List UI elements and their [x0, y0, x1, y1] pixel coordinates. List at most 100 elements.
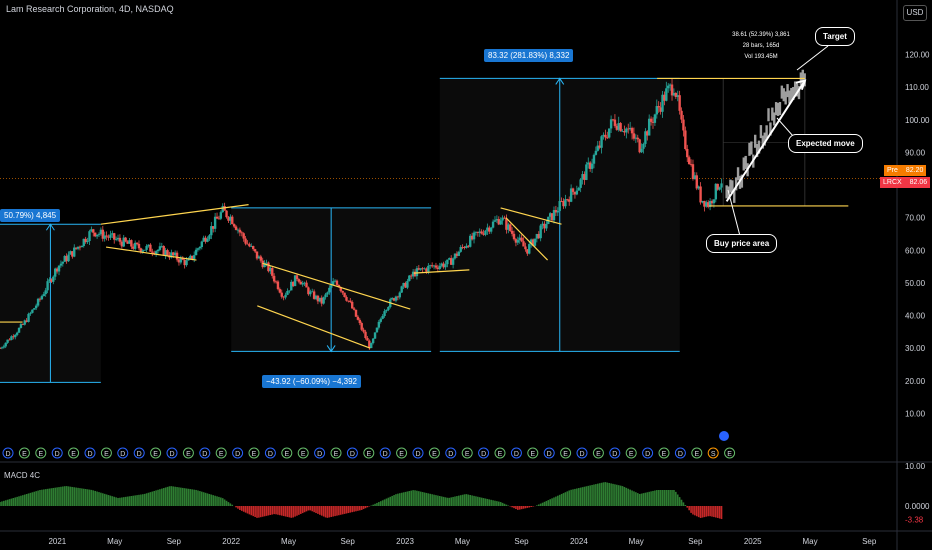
candle — [8, 339, 11, 341]
candle — [524, 246, 527, 250]
candle — [425, 268, 428, 272]
event-marker-label: D — [120, 451, 125, 458]
pattern-line — [262, 262, 411, 310]
candle — [179, 257, 183, 263]
event-marker-label: E — [465, 451, 470, 458]
candle — [156, 249, 160, 252]
candle — [328, 287, 331, 293]
event-marker — [84, 447, 96, 459]
candle — [305, 282, 308, 288]
candle — [46, 281, 49, 291]
event-marker-label: D — [612, 451, 617, 458]
candle — [404, 282, 407, 288]
event-marker — [642, 447, 654, 459]
event-marker-label: S — [711, 451, 716, 458]
projection-candle — [761, 135, 765, 149]
candle — [686, 148, 689, 158]
candle — [4, 342, 7, 347]
candle — [594, 150, 598, 155]
candle — [699, 186, 702, 203]
candle — [415, 268, 419, 277]
event-marker-label: E — [629, 451, 634, 458]
candle — [480, 231, 483, 234]
candle — [627, 128, 630, 130]
candle — [608, 128, 611, 138]
x-tick-label: Sep — [167, 537, 182, 546]
x-tick-label: May — [107, 537, 122, 546]
candle — [402, 282, 405, 287]
candle — [21, 324, 25, 325]
candle — [392, 298, 396, 301]
event-marker — [35, 447, 47, 459]
candle — [210, 226, 213, 236]
candle — [678, 95, 681, 111]
candle — [375, 327, 379, 333]
candle — [0, 348, 2, 349]
event-marker — [658, 447, 670, 459]
candle — [111, 233, 114, 235]
candle — [712, 199, 716, 204]
event-marker-label: E — [104, 451, 109, 458]
candle — [215, 216, 219, 219]
candle — [714, 183, 718, 200]
candle — [667, 85, 670, 89]
candle — [625, 128, 628, 133]
candle — [465, 245, 468, 248]
candle — [604, 134, 607, 138]
candle — [309, 291, 312, 295]
candle — [619, 123, 622, 132]
candle — [194, 249, 198, 256]
candle — [84, 238, 87, 243]
candle — [109, 234, 112, 238]
event-marker — [478, 447, 490, 459]
candle — [232, 224, 236, 227]
candle — [248, 244, 251, 247]
candle — [423, 268, 426, 270]
pattern-line — [505, 217, 549, 261]
candle — [160, 246, 164, 247]
candle — [413, 271, 417, 277]
currency-button[interactable]: USD — [903, 5, 927, 21]
candle — [670, 84, 674, 96]
event-marker-label: E — [38, 451, 43, 458]
candle — [716, 183, 719, 190]
candle — [200, 241, 203, 248]
candle — [206, 238, 209, 242]
event-marker — [346, 447, 358, 459]
candle — [80, 246, 84, 248]
candle — [419, 268, 422, 270]
stats-bars: 28 bars, 165d — [742, 43, 780, 49]
candle — [267, 262, 270, 272]
candle — [628, 127, 632, 130]
projection-candle — [790, 87, 793, 102]
candle — [164, 250, 167, 256]
candle — [352, 308, 356, 310]
candle — [6, 339, 9, 343]
event-marker — [68, 447, 80, 459]
candle — [552, 210, 556, 221]
event-marker-label: D — [547, 451, 552, 458]
projection-candle — [793, 81, 797, 95]
candle — [569, 188, 573, 202]
candle — [488, 227, 491, 232]
candle — [252, 246, 255, 250]
event-marker-label: D — [87, 451, 92, 458]
buy-pointer — [727, 189, 741, 237]
expected-move-callout: Expected move — [788, 134, 863, 153]
projection-candle — [774, 102, 778, 116]
projection-candle — [731, 180, 734, 194]
candle — [672, 92, 676, 96]
candle — [535, 233, 539, 239]
event-marker-label: D — [55, 451, 60, 458]
event-marker-label: D — [137, 451, 142, 458]
projection-candle — [771, 107, 774, 121]
candle — [113, 233, 116, 240]
event-marker — [297, 447, 309, 459]
candle — [695, 175, 698, 189]
candle — [99, 229, 103, 234]
candle — [69, 251, 72, 255]
candle — [463, 247, 466, 248]
candle — [143, 249, 146, 251]
candle — [255, 251, 259, 259]
